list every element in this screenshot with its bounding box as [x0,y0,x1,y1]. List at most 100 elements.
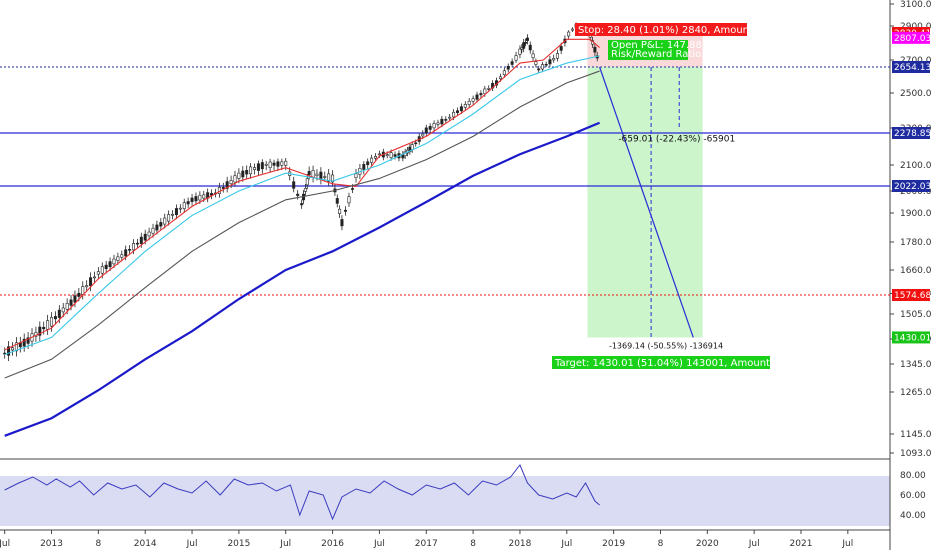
candle-body [256,163,260,171]
candle-body [331,174,335,183]
candle-body [537,68,541,71]
candle-body [305,178,309,186]
rsi-tick-label: 40.00 [900,511,926,521]
candle-body [544,63,548,66]
candle-body [570,28,574,31]
candle-body [522,42,526,49]
price-tick-label: 1505.00 [900,310,932,320]
candle-body [467,100,471,105]
candle-body [475,94,479,100]
candle-body [534,61,538,65]
candle-body [260,162,264,170]
target-zone [587,67,703,338]
candle-body [347,196,351,204]
candle-body [436,122,440,125]
price-tick-label: 3100.00 [900,0,932,10]
candle-body [81,286,85,295]
candle-body [73,295,77,303]
projection-line [599,66,694,338]
bottom-measure-label: -1369.14 (-50.55%) -136914 [609,341,723,350]
candle-body [463,104,467,108]
candle-body [292,181,296,189]
rsi-tick-label: 60.00 [900,491,926,501]
rsi-band [0,476,890,526]
candle-body [143,233,147,241]
time-tick-label: Jul [373,539,385,549]
candle-body [518,48,522,55]
candle-body [92,276,96,279]
candle-body [53,316,57,320]
series-ema-fast [4,38,600,351]
candle-body [139,236,143,244]
candle-body [253,167,257,170]
target-label-box [552,356,770,369]
price-badge-label-5: 1574.68 [894,291,931,301]
time-tick-label: Jul [186,539,198,549]
candle-body [448,116,452,119]
candle-body [307,171,311,176]
candle-body [268,161,272,168]
candle-body [300,203,304,206]
price-badge-5 [892,289,930,301]
candle-body [128,249,132,251]
candle-body [428,126,432,130]
candle-body [471,98,475,102]
candle-body [22,338,26,347]
price-tick-label: 2100.00 [900,161,932,171]
price-tick-label: 1265.00 [900,388,932,398]
candle-body [280,161,284,166]
candle-body [276,161,280,167]
price-badge-label-2: 2654.13 [894,63,931,73]
candle-body [249,166,253,175]
candle-body [245,169,249,175]
candle-body [315,173,319,176]
candle-body [151,227,155,234]
candle-body [540,64,544,70]
candle-body [57,309,61,318]
candle-body [135,242,139,245]
price-badge-2 [892,61,930,73]
price-tick-label: 1345.00 [900,360,932,370]
price-badge-label-3: 2278.85 [894,129,931,139]
candle-body [350,188,354,190]
rr-label-box [608,49,688,60]
candle-body [548,59,552,65]
candle-body [555,53,559,59]
rr-label: Risk/Reward Ratio: 50.35 [611,49,736,60]
candle-body [567,31,571,37]
candle-body [112,258,116,265]
candle-body [46,320,50,330]
candle-body [452,111,456,118]
candle-body [65,302,69,310]
candle-body [104,264,108,269]
stop-label: Stop: 28.40 (1.01%) 2840, Amount: 772.8 [578,25,788,36]
candle-body [26,337,30,344]
candle-body [531,53,535,59]
candle-body [182,202,186,209]
candle-body [514,55,518,61]
candle-body [343,209,347,212]
candle-body [124,249,128,257]
candle-body [374,156,378,159]
price-badge-label-6: 1430.01 [894,333,931,343]
candle-body [414,142,418,145]
candle-body [487,88,491,90]
candle-body [108,261,112,267]
time-tick-label: 2017 [415,539,438,549]
price-badge-1 [892,31,930,44]
candle-body [38,326,42,336]
candle-body [174,208,178,216]
time-tick-label: Jul [560,539,572,549]
candle-body [167,214,171,222]
price-badge-6 [892,331,930,344]
candle-body [335,198,339,204]
candle-body [210,193,214,196]
candle-body [186,201,190,205]
candle-body [338,208,342,214]
candle-body [100,266,104,274]
candle-body [440,118,444,125]
time-tick-label: Jul [0,539,10,549]
candle-body [319,171,323,180]
candle-body [459,106,463,112]
candle-body [498,76,502,80]
